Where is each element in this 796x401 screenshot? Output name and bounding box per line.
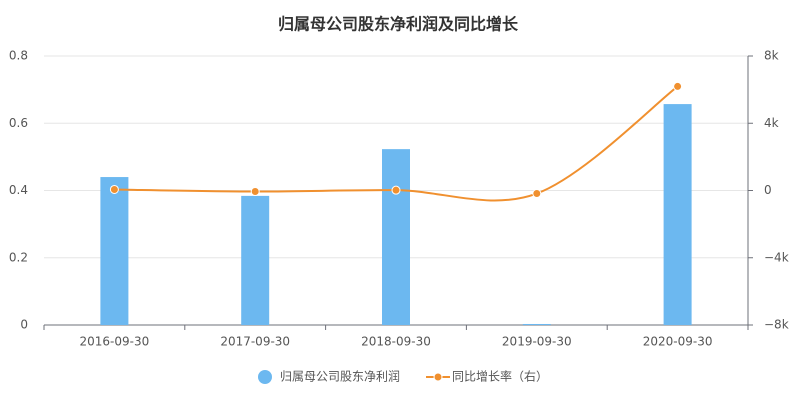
x-tick-label: 2020-09-30 [643,335,713,349]
legend-icon [433,372,443,382]
legend-icon [258,370,272,384]
y-tick-label: 0 [20,318,28,332]
line-point [391,185,401,195]
y-tick-label: 0.2 [9,250,28,264]
line-point [532,189,542,199]
line [114,85,679,202]
line-point [250,187,260,197]
bar [663,104,692,326]
bar [241,195,270,325]
chart-title: 归属母公司股东净利润及同比增长 [278,15,519,34]
y2-tick-label: 0 [764,183,772,197]
bar [382,149,410,325]
y2-tick-label: −8k [764,318,789,332]
bar [522,323,551,325]
y-tick-label: 0.6 [9,116,28,130]
bar [100,177,129,325]
y-tick-label: 0.8 [9,49,28,63]
x-tick-label: 2019-09-30 [502,335,572,349]
y-tick-label: 0.4 [9,183,28,197]
line-point [109,184,119,194]
x-tick-label: 2018-09-30 [361,335,431,349]
y2-tick-label: 4k [764,116,779,130]
y2-tick-label: 8k [764,49,779,63]
line-point [673,81,683,91]
y2-tick-label: −4k [764,250,789,264]
legend-label: 归属母公司股东净利润 [280,370,400,384]
legend-label: 同比增长率（右） [452,369,548,384]
x-tick-label: 2016-09-30 [80,335,150,349]
x-tick-label: 2017-09-30 [220,335,290,349]
